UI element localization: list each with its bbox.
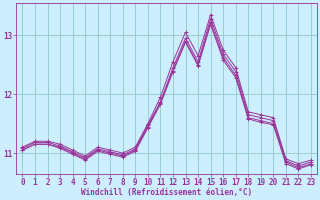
X-axis label: Windchill (Refroidissement éolien,°C): Windchill (Refroidissement éolien,°C) — [81, 188, 252, 197]
